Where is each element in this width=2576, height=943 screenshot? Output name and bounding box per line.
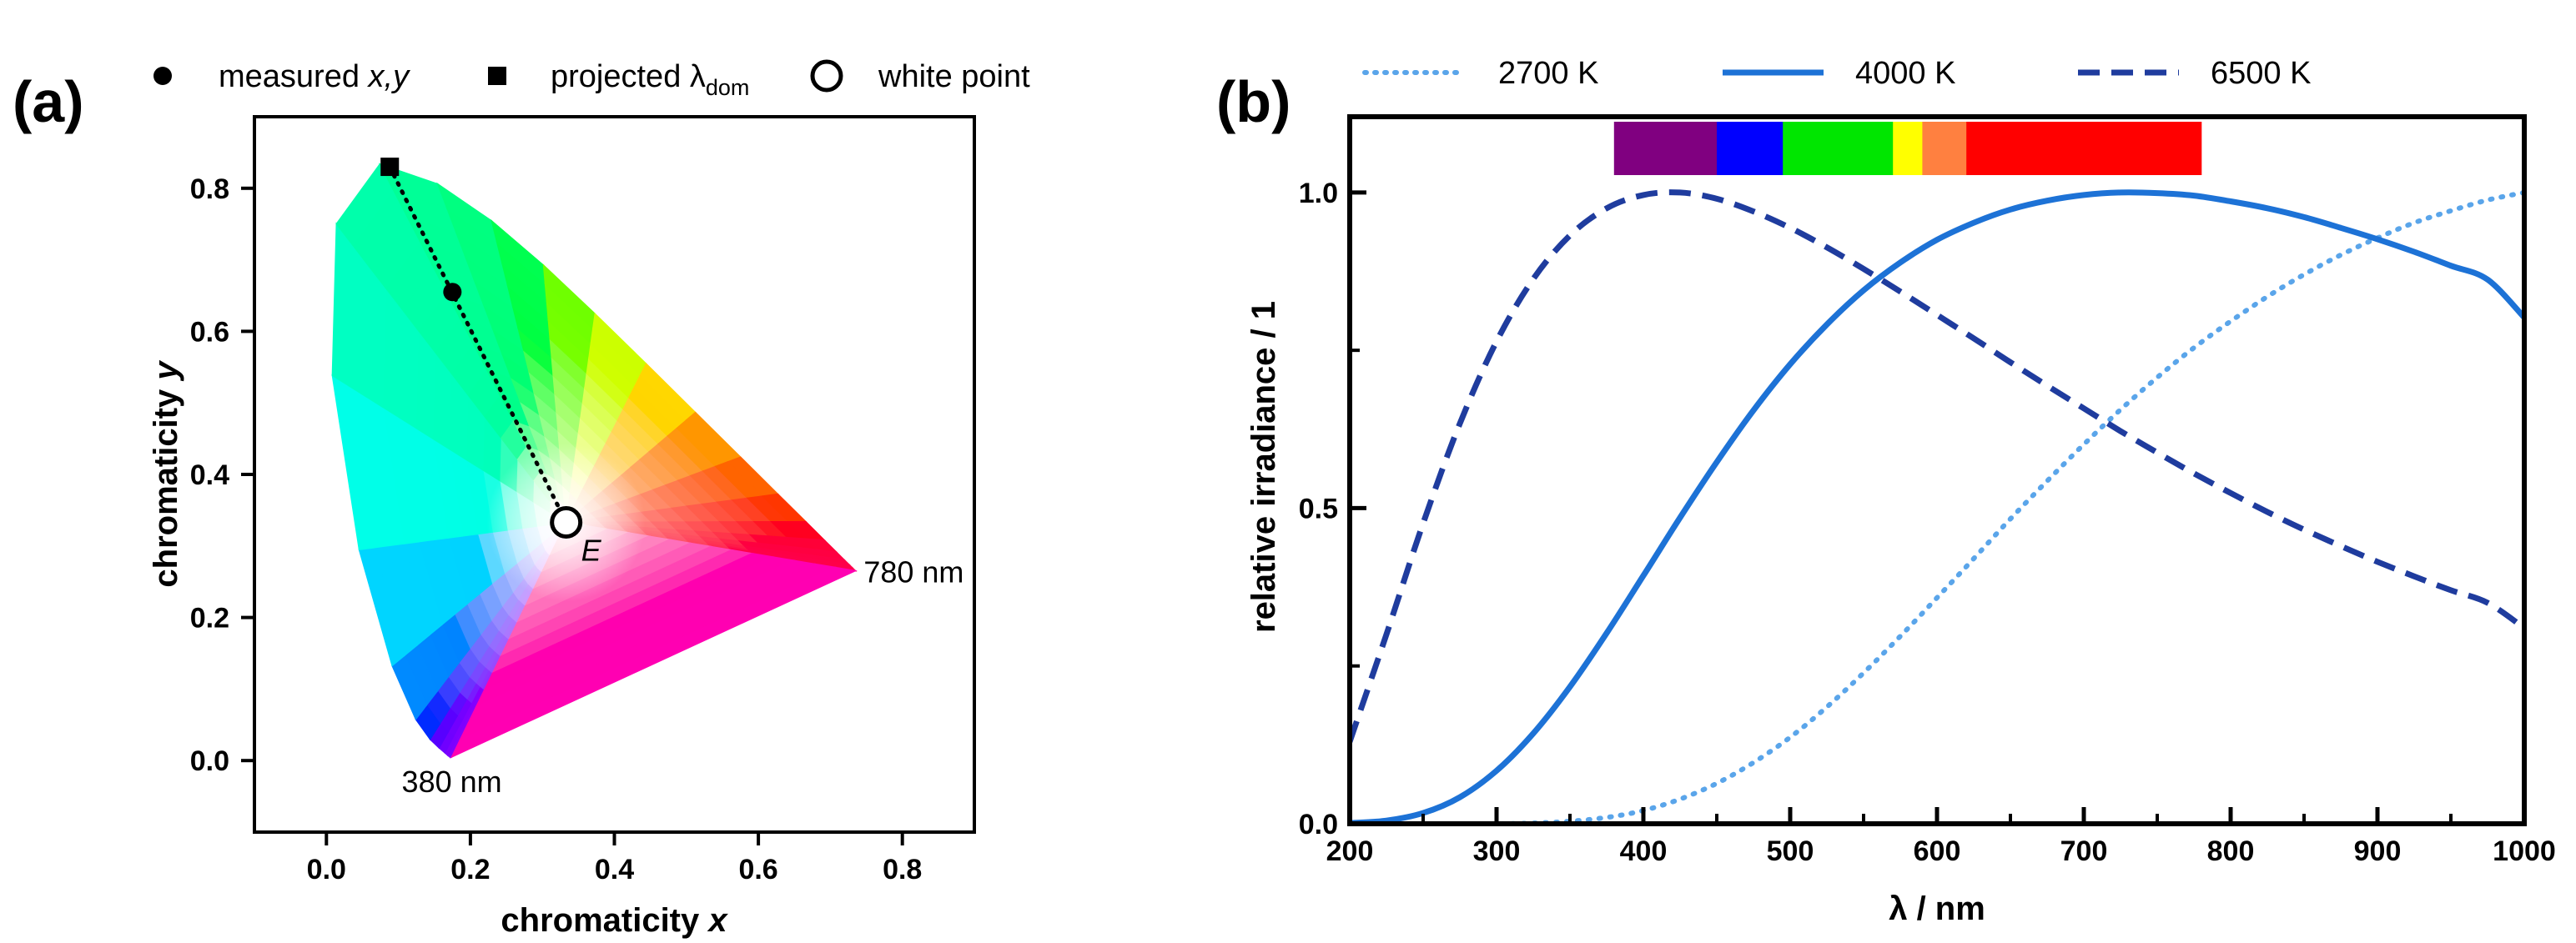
projected-dom-marker [380,158,400,177]
x-tick-label-b: 500 [1767,835,1814,867]
x-tick-label-a: 0.8 [883,854,922,885]
panel-a-marks: E 780 nm 380 nm [380,158,963,799]
irradiance-curves [1350,189,2524,824]
x-tick-label-b: 300 [1473,835,1521,867]
legend-2700k-label: 2700 K [1498,56,1598,91]
legend-measured-label: measured x,y [219,59,410,94]
x-tick-label-a: 0.4 [595,854,634,885]
panel-b-label: (b) [1216,69,1291,134]
legend-measured-marker [153,67,172,85]
spectrum-segment [1783,122,1894,175]
x-tick-label-a: 0.6 [738,854,777,885]
x-tick-label-b: 900 [2354,835,2402,867]
panel-a-label: (a) [13,69,84,134]
y-tick-label-a: 0.4 [190,459,229,491]
plot-frame-b [1347,114,2527,826]
gamut-cell [450,566,858,759]
ticks-b: 200 300 400 500 600 700 800 900 1000 0.0 0.5 1.0 [1299,178,2556,867]
series-line-4000k [1350,189,2524,824]
spectrum-segment [1966,122,2202,175]
spectrum-segment [1893,122,1923,175]
legend-a: measured x,y projected λdom white point [153,59,1030,100]
x-tick-label-a: 0.0 [307,854,346,885]
chromaticity-gamut [331,163,858,759]
spectrum-segment [1613,122,1718,175]
x-tick-label-b: 800 [2207,835,2255,867]
x-tick-label-b: 700 [2060,835,2108,867]
panel-a: (a) measured x,y projected λdom white po… [13,59,1030,939]
x-tick-label-b: 1000 [2493,835,2556,867]
y-tick-label-b: 1.0 [1299,178,1338,209]
measured-point-marker [443,283,462,302]
x-tick-label-a: 0.2 [450,854,490,885]
legend-6500k-label: 6500 K [2211,56,2311,91]
legend-4000k-label: 4000 K [1855,56,1955,91]
wavelength-380-label: 380 nm [402,765,502,799]
gamut-cell [331,222,354,388]
dominant-wavelength-line [387,164,569,524]
white-point-label: E [581,533,602,567]
x-tick-label-b: 600 [1914,835,1961,867]
x-axis-label-b: λ / nm [1889,890,1985,927]
y-tick-label-a: 0.8 [190,173,229,205]
y-tick-label-a: 0.6 [190,316,229,348]
y-tick-label-b: 0.5 [1299,493,1338,524]
panel-b: (b) 2700 K 4000 K 6500 K 200 300 400 500 600… [1216,56,2556,927]
y-axis-label-b: relative irradiance / 1 [1245,301,1282,633]
x-axis-label-a: chromaticity x [501,902,728,939]
visible-spectrum-bar [1613,122,2202,175]
y-tick-label-b: 0.0 [1299,809,1338,840]
legend-b: 2700 K 4000 K 6500 K [1362,56,2311,91]
legend-projected-marker [488,67,506,85]
legend-white-point-marker [810,59,843,93]
x-tick-label-b: 400 [1620,835,1668,867]
x-tick-label-b: 200 [1326,835,1374,867]
y-tick-label-a: 0.2 [190,603,229,635]
white-point-marker [550,505,583,539]
y-axis-label-a: chromaticity y [148,360,184,588]
spectrum-segment [1922,122,1967,175]
wavelength-780-label: 780 nm [863,555,963,589]
legend-projected-label: projected λdom [551,59,749,100]
y-tick-label-a: 0.0 [190,745,229,777]
legend-white-point-label: white point [878,59,1030,94]
spectrum-segment [1717,122,1784,175]
series-line-6500k [1350,189,2524,743]
ticks-a: 0.0 0.2 0.4 0.6 0.8 0.0 0.2 0.4 0.6 0.8 [190,173,923,885]
